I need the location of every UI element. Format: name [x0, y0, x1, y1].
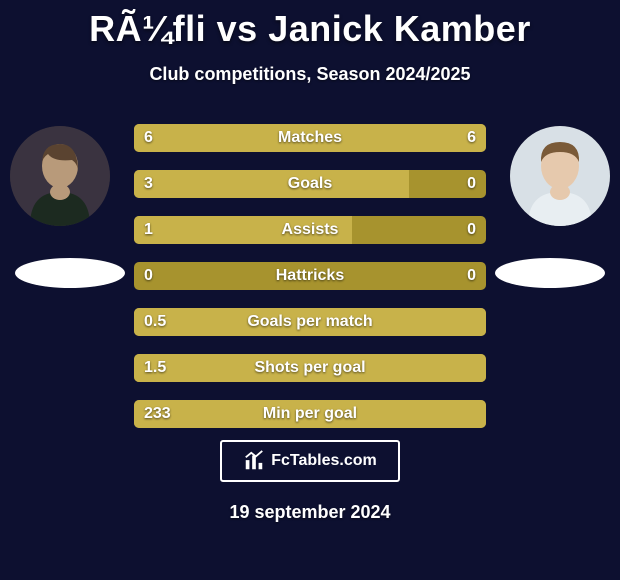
page-subtitle: Club competitions, Season 2024/2025: [0, 64, 620, 85]
club-left-placeholder: [15, 258, 125, 288]
stat-label: Shots per goal: [134, 359, 486, 377]
stat-label: Matches: [134, 129, 486, 147]
avatar-placeholder-icon: [10, 126, 110, 226]
chart-icon: [243, 450, 265, 472]
brand-badge[interactable]: FcTables.com: [220, 440, 400, 482]
club-right-placeholder: [495, 258, 605, 288]
stat-value-right: 0: [467, 267, 476, 285]
stat-row: 233Min per goal: [134, 400, 486, 428]
date-label: 19 september 2024: [0, 502, 620, 523]
stat-label: Min per goal: [134, 405, 486, 423]
stat-row: 0.5Goals per match: [134, 308, 486, 336]
stat-label: Goals per match: [134, 313, 486, 331]
stat-row: 1.5Shots per goal: [134, 354, 486, 382]
stat-label: Goals: [134, 175, 486, 193]
player-right-avatar: [510, 126, 610, 226]
stat-label: Hattricks: [134, 267, 486, 285]
stat-row: 6Matches6: [134, 124, 486, 152]
brand-label: FcTables.com: [271, 452, 377, 470]
stat-value-right: 0: [467, 221, 476, 239]
stat-row: 0Hattricks0: [134, 262, 486, 290]
avatar-placeholder-icon: [510, 126, 610, 226]
stat-row: 1Assists0: [134, 216, 486, 244]
stats-container: 6Matches63Goals01Assists00Hattricks00.5G…: [134, 124, 486, 446]
stat-row: 3Goals0: [134, 170, 486, 198]
player-left-avatar: [10, 126, 110, 226]
stat-label: Assists: [134, 221, 486, 239]
stat-value-right: 0: [467, 175, 476, 193]
stat-value-right: 6: [467, 129, 476, 147]
page-title: RÃ¼fli vs Janick Kamber: [0, 0, 620, 50]
